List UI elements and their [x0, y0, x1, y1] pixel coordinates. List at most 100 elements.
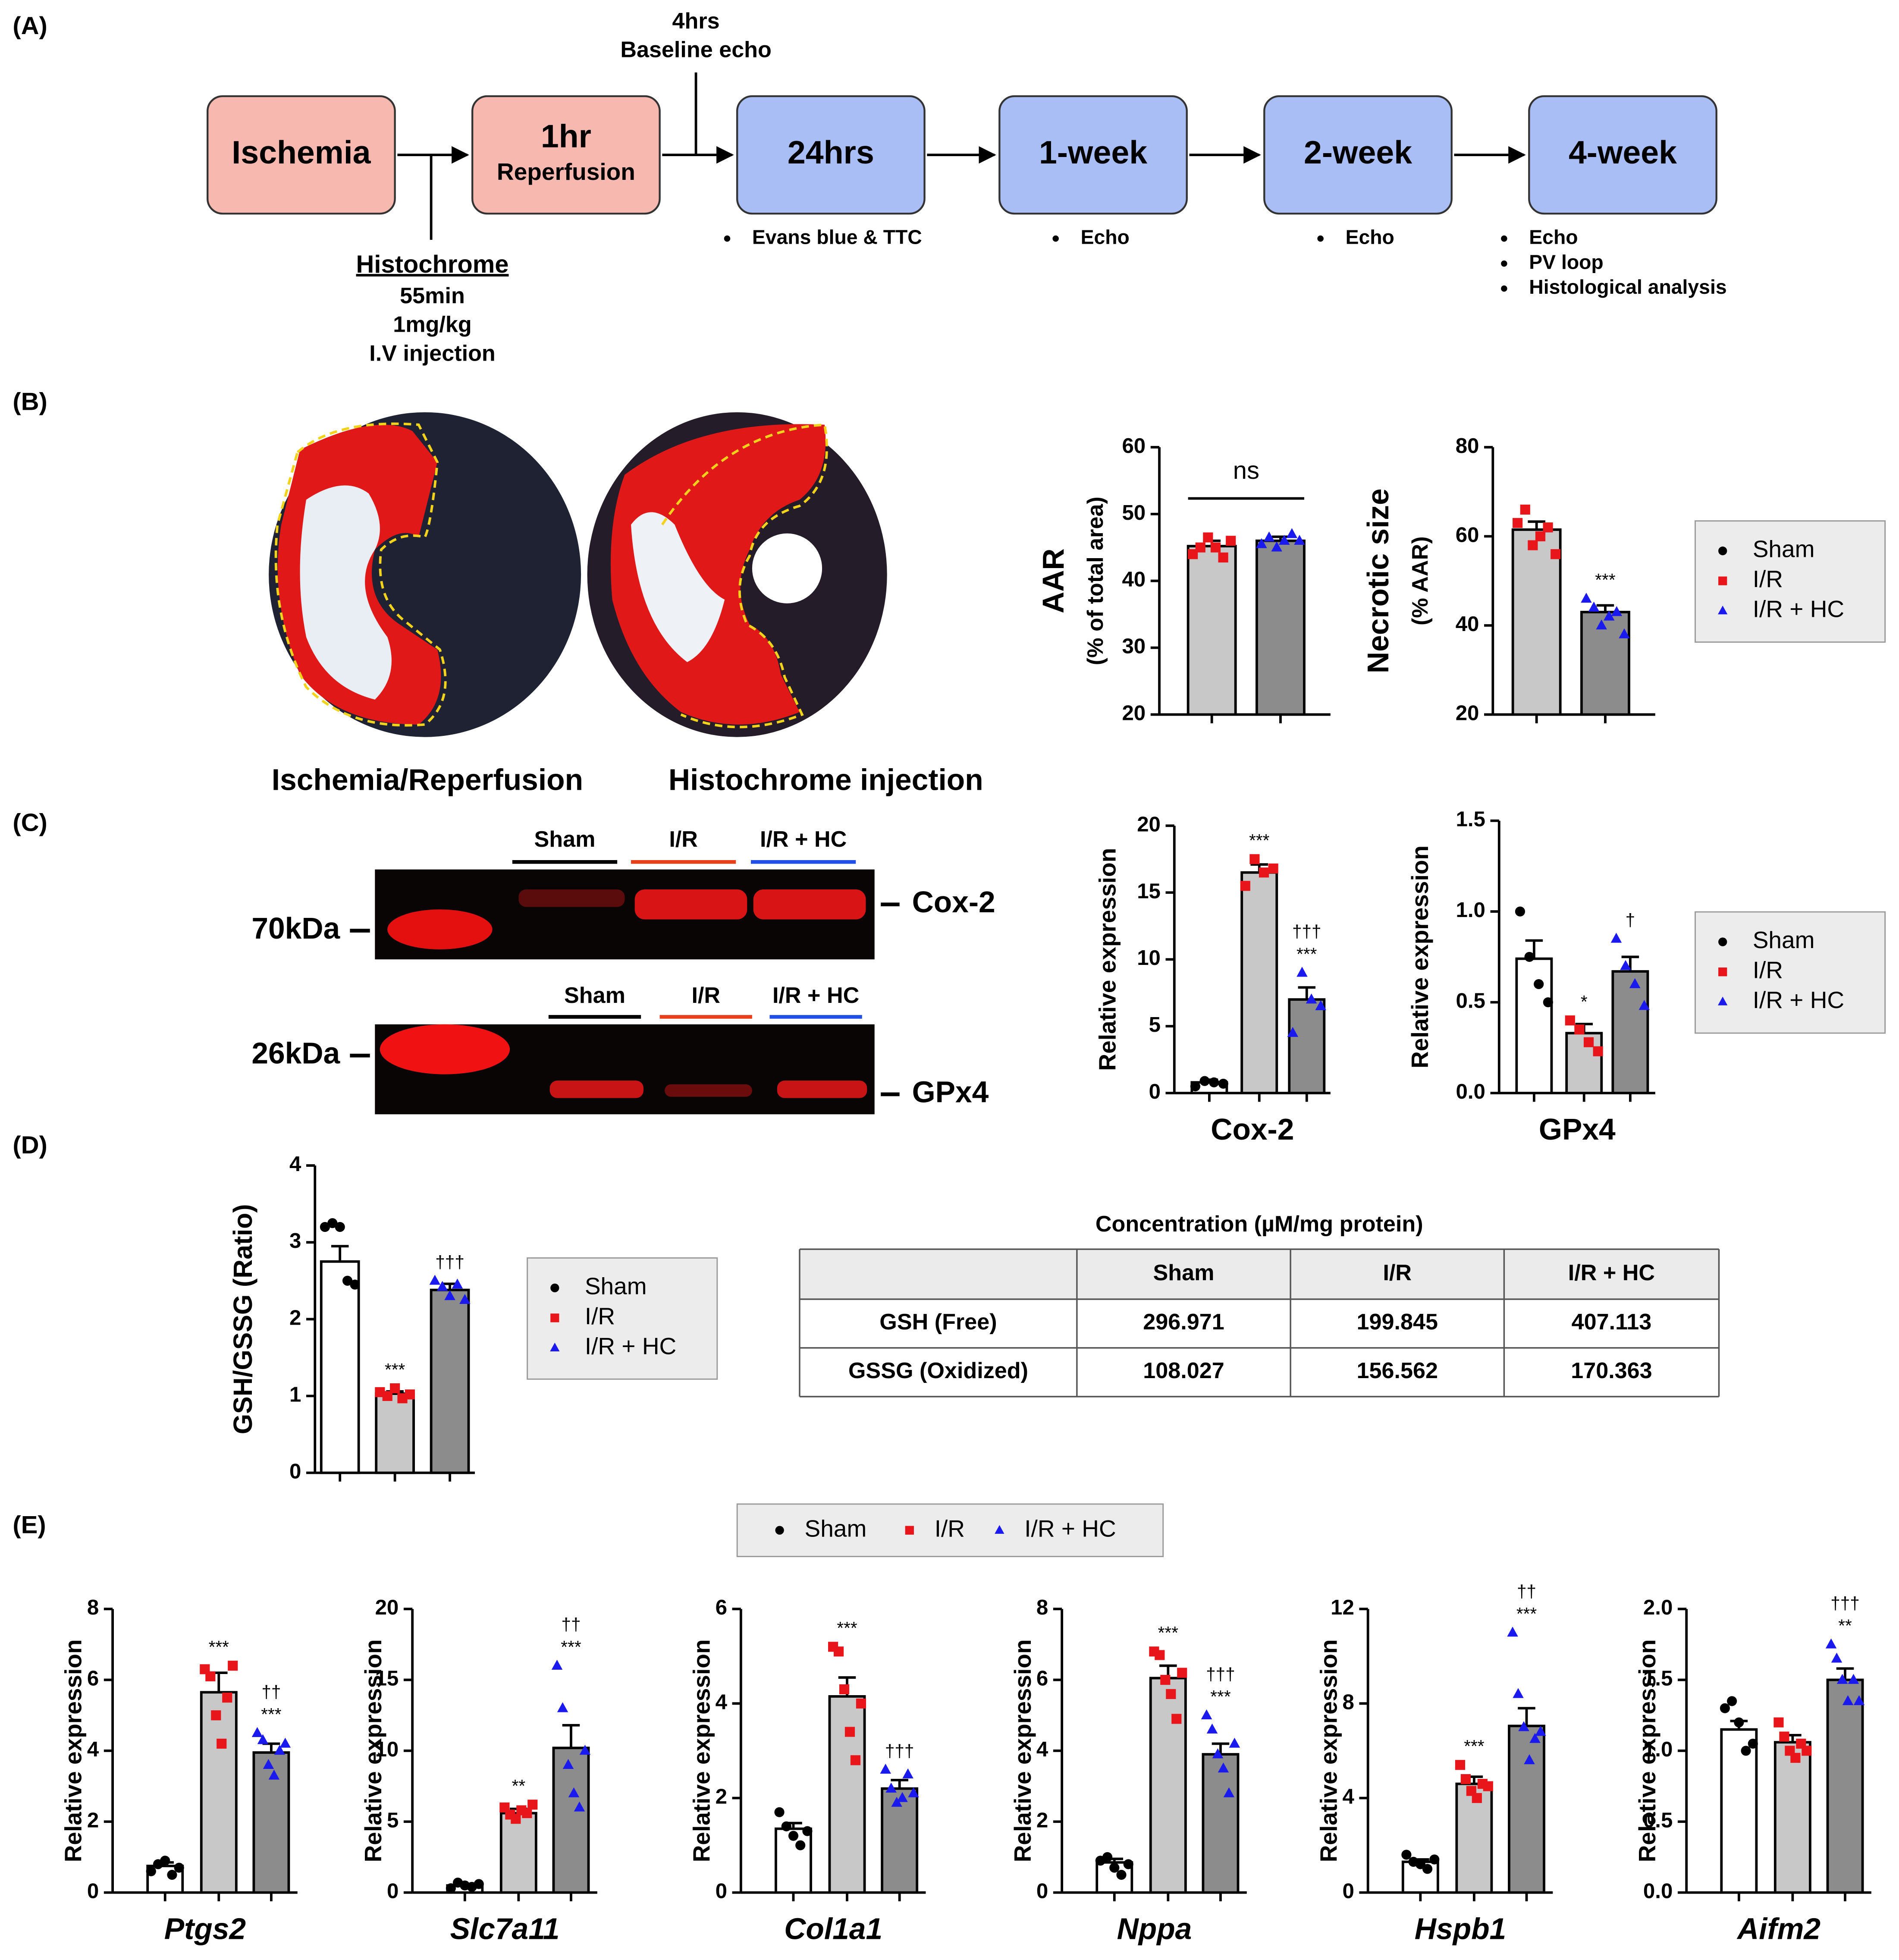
bar	[1288, 998, 1326, 1094]
point	[1455, 1760, 1466, 1770]
legend-label: I/R	[935, 1515, 965, 1542]
table-cell: 296.971	[1143, 1310, 1224, 1335]
bar	[200, 1691, 238, 1894]
point	[1593, 1046, 1603, 1056]
point	[1718, 937, 1727, 946]
protein-label: GPx4	[912, 1075, 989, 1109]
injection-detail: 55min	[400, 283, 465, 308]
y-tick-label: 30	[1122, 634, 1146, 658]
point	[550, 1342, 560, 1352]
point	[1190, 1081, 1201, 1092]
point	[833, 1646, 844, 1657]
point	[1199, 1076, 1210, 1086]
significance-label: ***	[837, 1618, 857, 1638]
point	[1212, 1748, 1224, 1759]
injection-detail: 1mg/kg	[393, 312, 471, 337]
point	[1102, 1852, 1113, 1863]
point	[1524, 952, 1535, 962]
y-tick-label: 1.0	[1456, 898, 1485, 922]
significance-label: **	[512, 1776, 526, 1796]
legend-label: I/R + HC	[1753, 986, 1844, 1013]
point	[1259, 867, 1269, 878]
y-tick-label: 8	[1036, 1596, 1048, 1619]
table-cell: 199.845	[1357, 1310, 1438, 1335]
point	[902, 1768, 913, 1778]
y-tick-label: 8	[87, 1596, 99, 1619]
point	[1551, 549, 1561, 559]
table-cell: GSSG (Oxidized)	[848, 1358, 1028, 1383]
significance-label: ***	[1158, 1623, 1179, 1643]
point	[1472, 1793, 1482, 1803]
point	[1256, 538, 1267, 548]
legend-label: Sham	[1753, 536, 1815, 562]
point	[1825, 1638, 1837, 1649]
point	[1638, 1000, 1650, 1010]
point	[1515, 906, 1525, 917]
point	[891, 1797, 902, 1807]
point	[511, 1814, 521, 1824]
bar	[1149, 1677, 1187, 1894]
timeline-note: Echo	[1529, 226, 1578, 248]
point	[551, 1659, 563, 1670]
point	[1229, 1737, 1240, 1748]
point	[1240, 881, 1250, 891]
y-tick-label: 8	[1342, 1690, 1354, 1714]
point	[1171, 1714, 1182, 1724]
point	[1528, 540, 1538, 550]
point	[167, 1869, 177, 1880]
significance-label: ***	[385, 1360, 405, 1379]
point	[1223, 1787, 1235, 1797]
bullet	[1501, 285, 1507, 292]
point	[774, 1807, 785, 1817]
x-axis-label: Nppa	[1117, 1912, 1192, 1946]
point	[1718, 576, 1727, 585]
point	[1296, 967, 1308, 977]
point	[1287, 1027, 1299, 1037]
point	[1263, 531, 1275, 542]
point	[1123, 1859, 1133, 1869]
injection-detail: I.V injection	[369, 341, 496, 366]
significance-label: ***	[561, 1637, 581, 1657]
marker-label: 70kDa	[251, 911, 340, 945]
y-tick-label: 10	[1137, 946, 1161, 970]
point	[1415, 1859, 1425, 1869]
point	[995, 1525, 1004, 1534]
point	[557, 1702, 568, 1712]
point	[1166, 1689, 1176, 1699]
table-cell: 156.562	[1357, 1358, 1438, 1383]
lane-label: I/R + HC	[772, 983, 859, 1008]
point	[1727, 1696, 1737, 1706]
point	[574, 1801, 585, 1812]
point	[1534, 979, 1544, 989]
protein-label: Cox-2	[912, 885, 995, 919]
bracket-label: ns	[1233, 457, 1259, 484]
point	[1201, 1709, 1212, 1719]
heart-image	[587, 412, 887, 737]
timeline-label: 4-week	[1569, 134, 1677, 170]
bullet	[724, 235, 731, 242]
table-cell: GSH (Free)	[879, 1310, 997, 1335]
y-tick-label: 2	[716, 1784, 727, 1808]
point	[562, 1759, 574, 1769]
point	[1507, 1627, 1518, 1637]
point	[908, 1787, 919, 1797]
point	[274, 1744, 286, 1755]
y-tick-label: 60	[1456, 523, 1479, 547]
timeline-label: 1hr	[541, 118, 591, 154]
bar	[1256, 539, 1306, 716]
y-tick-label: 20	[1137, 812, 1161, 836]
y-tick-label: 40	[1122, 568, 1146, 591]
point	[228, 1661, 238, 1671]
point	[452, 1278, 463, 1289]
timeline-label: 2-week	[1304, 134, 1412, 170]
point	[1218, 552, 1228, 563]
blot-image	[375, 869, 875, 1115]
legend-label: Sham	[1753, 927, 1815, 953]
point	[1619, 628, 1630, 638]
point	[1203, 532, 1213, 543]
bar	[1826, 1678, 1864, 1894]
point	[1604, 610, 1615, 621]
point	[1720, 1703, 1730, 1713]
legend-box	[736, 1503, 1164, 1558]
